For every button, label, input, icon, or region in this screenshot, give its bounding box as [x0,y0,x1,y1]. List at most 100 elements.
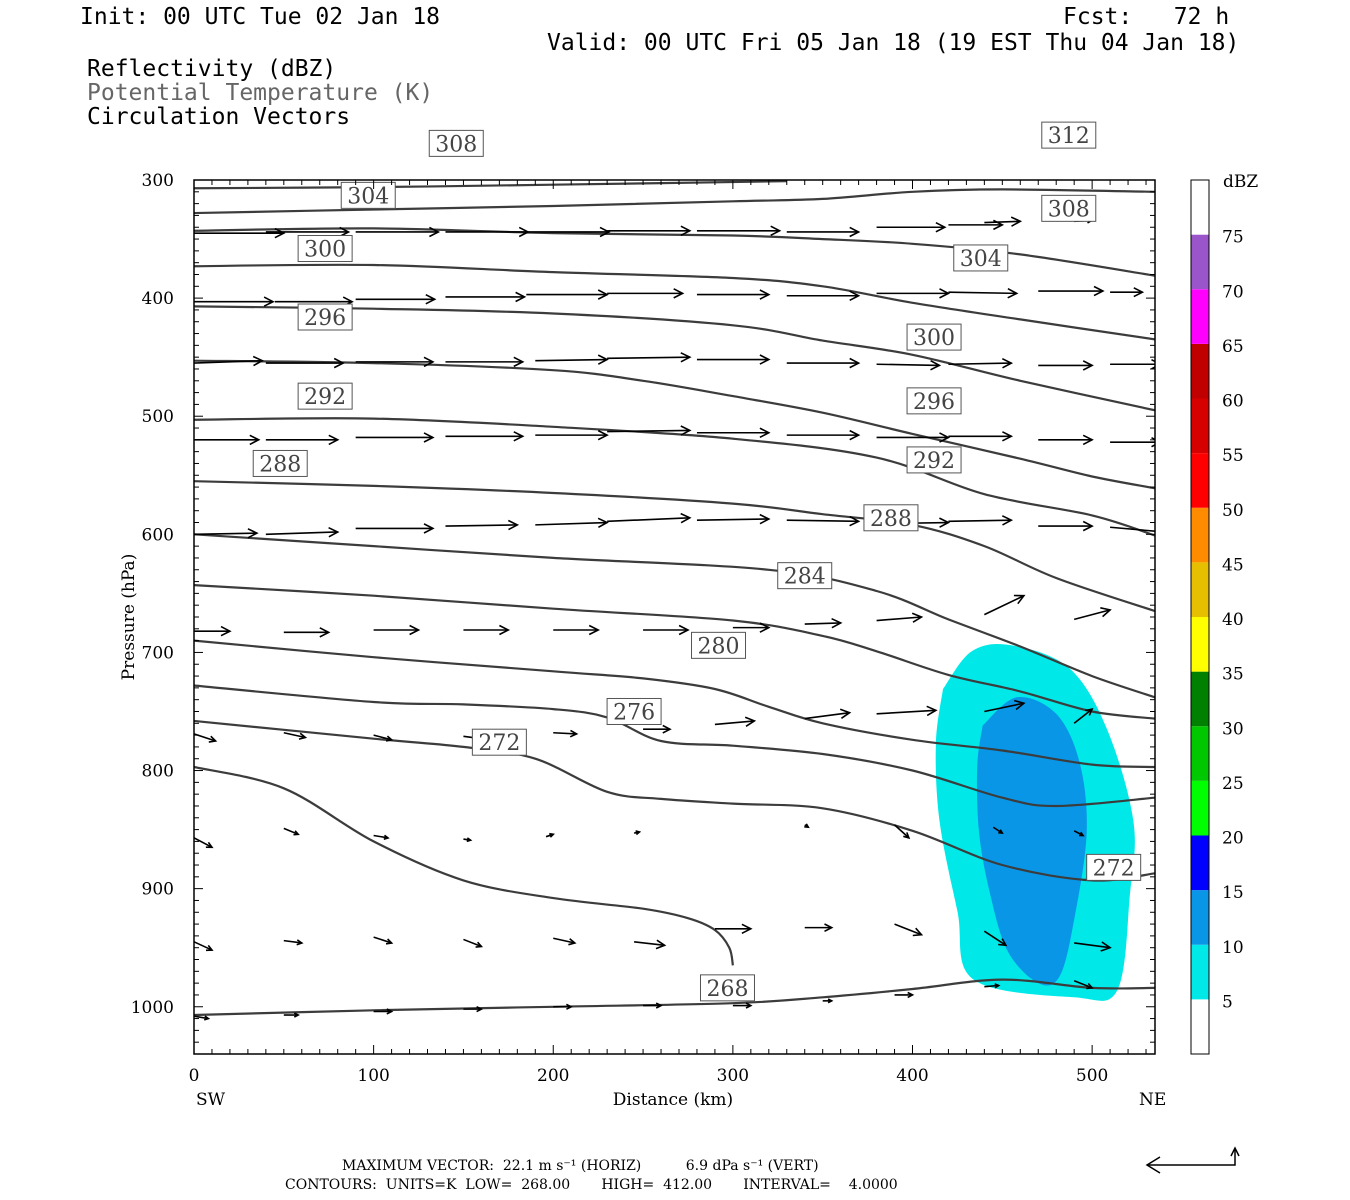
circulation-vector [643,1002,663,1009]
circulation-vector [1154,938,1155,940]
circulation-vector [1110,287,1145,298]
circulation-vector [1110,526,1155,537]
circulation-vector [194,837,214,849]
theta-label-box [297,303,353,331]
x-left-direction-label: SW [196,1090,226,1110]
theta-label-box [297,382,353,410]
circulation-vector [194,355,265,367]
contour-label-layer: 268 272 272 276 280 284 288 288 292 292 296 296 300 3… [252,121,1142,1002]
theta-contour-284 [194,584,1155,720]
circulation-vector [463,837,473,843]
colorbar-segment [1191,398,1209,454]
contour-info-note: CONTOURS: UNITS=K LOW= 268.00 HIGH= 412.… [285,1177,898,1193]
max-vector-note: MAXIMUM VECTOR: 22.1 m s⁻¹ (HORIZ) 6.9 d… [342,1158,819,1174]
circulation-vector [633,939,667,950]
theta-contour-268 [194,765,734,966]
circulation-vector [355,226,441,238]
colorbar-segment [1191,999,1209,1054]
circulation-vector [948,515,1014,526]
y-axis-title: Pressure (hPa) [119,554,139,681]
circulation-vector [283,827,300,836]
x-tick-label: 300 [717,1066,749,1086]
colorbar-level-label: 70 [1222,282,1244,302]
colorbar-level-label: 5 [1222,992,1233,1012]
y-tick-label: 700 [142,643,174,663]
circulation-vector [786,429,861,441]
circulation-vector [445,291,527,303]
circulation-vector [822,998,834,1004]
colorbar-segment [1191,562,1209,617]
x-right-direction-label: NE [1139,1090,1166,1110]
circulation-vector [463,1005,484,1013]
theta-label-box [906,446,962,474]
colorbar-segment [1191,234,1209,290]
theta-label-box [953,244,1009,272]
theta-contour-label: 272 [478,731,520,756]
circulation-vector [535,354,609,365]
colorbar-segment [1191,726,1209,781]
circulation-vector [696,225,782,237]
circulation-vector [526,289,609,300]
circulation-vector [355,356,435,368]
circulation-vector [355,432,435,443]
circulation-vector [355,523,435,534]
circulation-vector [804,823,810,829]
theta-contour-272 [194,719,1155,882]
circulation-vector [984,216,1023,227]
colorbar-level-label: 60 [1222,392,1244,412]
circulation-vector [696,354,771,365]
colorbar-unit-label: dBZ [1223,172,1258,192]
colorbar-level-label: 55 [1222,446,1244,466]
theta-contour-label: 300 [913,326,955,351]
theta-label-box [1041,194,1097,222]
colorbar-frame [1190,179,1210,1055]
circulation-vector [265,226,351,238]
y-tick-label: 300 [142,171,174,191]
colorbar-segment [1191,835,1209,891]
circulation-vector [265,434,340,446]
circulation-vector [894,991,915,999]
circulation-vector [553,729,579,738]
reflectivity-layer [935,644,1135,1001]
circulation-vector [984,594,1026,616]
theta-label-box [340,181,396,209]
y-tick-label: 1000 [131,998,174,1018]
circulation-vector [535,429,609,441]
theta-label-box [906,387,962,415]
colorbar-level-label: 30 [1222,719,1244,739]
circulation-vector [373,624,421,636]
circulation-vector [876,612,924,623]
circulation-vector [463,624,511,636]
circulation-vector [355,293,437,305]
circulation-vector [1074,941,1112,952]
theta-contour-label: 288 [259,452,301,477]
circulation-vector [194,434,261,446]
circulation-vector [194,1015,211,1021]
circulation-vector [373,734,394,742]
circulation-vector [1110,358,1155,370]
circulation-vector [643,724,672,734]
circulation-vector [545,832,555,838]
theta-contour-label: 288 [870,507,912,532]
circulation-vector [283,939,304,946]
colorbar-level-label: 25 [1222,774,1244,794]
reflectivity-10-dbz-area [976,696,1087,986]
circulation-vector [445,226,530,238]
x-tick-label: 200 [537,1066,569,1086]
theta-contour-label: 312 [1048,124,1090,149]
x-axis-title: Distance (km) [613,1090,733,1110]
colorbar-level-label: 15 [1222,883,1244,903]
valid-time-label: Valid: 00 UTC Fri 05 Jan 18 (19 EST Thu … [547,30,1240,56]
y-tick-label: 400 [142,289,174,309]
colorbar-level-label: 40 [1222,610,1244,630]
circulation-vector [876,432,951,443]
circulation-vector [1038,434,1094,446]
circulation-vector [984,699,1026,713]
init-time-label: Init: 00 UTC Tue 02 Jan 18 [80,4,441,30]
y-tick-label: 600 [142,525,174,545]
circulation-vector [194,941,214,952]
circulation-vector [643,624,690,636]
circulation-vector [984,983,1001,989]
circulation-vector [1154,826,1155,827]
circulation-vector [1073,980,1094,990]
